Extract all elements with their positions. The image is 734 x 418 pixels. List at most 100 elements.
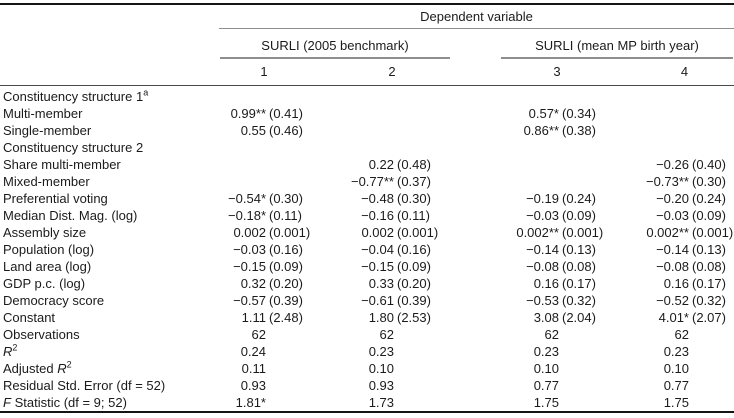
coefficient-value: 0.33 — [368, 276, 394, 291]
value-cell-col2: −0.48 (0.30) — [340, 190, 444, 207]
standard-error-value: (0.08) — [562, 259, 596, 274]
standard-error-value: (0.32) — [562, 293, 596, 308]
coefficient-value: −0.16 — [361, 208, 394, 223]
coefficient-value: 0.24 — [240, 344, 266, 359]
value-cell-col3 — [505, 173, 609, 190]
table-row: GDP p.c. (log) 0.32 (0.20) 0.33 (0.20) 0.16 (0… — [0, 275, 734, 292]
column-number-1: 1 — [260, 64, 268, 79]
standard-error-value: (0.13) — [562, 242, 596, 257]
standard-error-value — [269, 394, 316, 411]
standard-error-value: (0.11) — [397, 208, 430, 223]
coefficient-value: 0.93 — [240, 378, 266, 393]
coefficient-value: 62 — [674, 327, 689, 342]
coefficient-value: 0.86** — [523, 123, 559, 138]
standard-error-value: (0.38) — [562, 123, 596, 138]
value-cell-col2: 0.002 (0.001) — [340, 224, 444, 241]
value-cell-col3: 0.86** (0.38) — [505, 122, 609, 139]
coefficient-value: 0.32 — [240, 276, 266, 291]
coefficient-value: −0.54* — [228, 191, 266, 206]
column-number-4: 4 — [680, 64, 689, 79]
coefficient-value: 1.81* — [235, 395, 266, 410]
row-label: Observations — [0, 326, 212, 343]
value-cell-col1: 62 — [212, 326, 316, 343]
value-cell-col3 — [505, 139, 609, 156]
value-cell-col2 — [340, 122, 444, 139]
standard-error-value: (0.09) — [397, 259, 431, 274]
row-label: F Statistic (df = 9; 52) — [0, 394, 212, 411]
value-cell-col4: −0.26 (0.40) — [635, 156, 734, 173]
standard-error-value: (0.34) — [562, 106, 596, 121]
standard-error-value: (0.09) — [692, 208, 726, 223]
value-cell-col3: −0.53 (0.32) — [505, 292, 609, 309]
row-label: Mixed-member — [0, 173, 212, 190]
row-label: Population (log) — [0, 241, 212, 258]
standard-error-value: (0.16) — [269, 242, 303, 257]
coefficient-value: 3.08 — [533, 310, 559, 325]
table-row: Mixed-member −0.77** (0.37) −0.73** (0.30) — [0, 173, 734, 190]
value-cell-col2: 1.73 — [340, 394, 444, 411]
standard-error-value: (0.20) — [397, 276, 431, 291]
value-cell-col3: 62 — [505, 326, 609, 343]
value-cell-col2: 0.93 — [340, 377, 444, 394]
header-body-divider-rule — [0, 85, 734, 86]
standard-error-value — [397, 326, 444, 343]
value-cell-col2: −0.16 (0.11) — [340, 207, 444, 224]
value-cell-col4: 0.16 (0.17) — [635, 275, 734, 292]
footnote-marker: 2 — [12, 342, 18, 353]
coefficient-value: −0.04 — [361, 242, 394, 257]
value-cell-col3: 3.08 (2.04) — [505, 309, 609, 326]
row-label-text: Share multi-member — [3, 157, 121, 172]
table-row: Share multi-member 0.22 (0.48) −0.26 (0.40) — [0, 156, 734, 173]
coefficient-value: −0.03 — [656, 208, 689, 223]
coefficient-value: 0.16 — [533, 276, 559, 291]
row-label-text: Democracy score — [3, 293, 105, 308]
coefficient-value: 0.002 — [233, 225, 266, 240]
table-row: R2 0.24 0.23 0.23 0.23 — [0, 343, 734, 360]
value-cell-col4: −0.14 (0.13) — [635, 241, 734, 258]
column-number-row: 1 2 3 4 — [0, 59, 734, 80]
table-row: Single-member 0.55 (0.46) 0.86** (0.38) — [0, 122, 734, 139]
standard-error-value: (0.39) — [397, 293, 431, 308]
coefficient-value: −0.14 — [656, 242, 689, 257]
standard-error-value: (0.13) — [692, 242, 726, 257]
value-cell-col3: 0.002** (0.001) — [505, 224, 609, 241]
coefficient-value: −0.61 — [361, 293, 394, 308]
value-cell-col2 — [340, 88, 444, 105]
value-cell-col2: −0.15 (0.09) — [340, 258, 444, 275]
value-cell-col3 — [505, 156, 609, 173]
value-cell-col4 — [635, 139, 734, 156]
standard-error-value: (0.37) — [397, 174, 431, 189]
coefficient-value: 0.23 — [368, 344, 394, 359]
row-label-text: Single-member — [3, 123, 92, 138]
value-cell-col4: 0.23 — [635, 343, 734, 360]
value-cell-col2: 0.23 — [340, 343, 444, 360]
coefficient-value: −0.18* — [228, 208, 266, 223]
group-2-label: SURLI (mean MP birth year) — [535, 38, 699, 53]
row-label-text: Preferential voting — [3, 191, 108, 206]
row-label-text: R — [3, 344, 13, 359]
column-group-headers: SURLI (2005 benchmark) SURLI (mean MP bi… — [220, 29, 734, 59]
row-label: Constituency structure 1a — [0, 88, 212, 105]
coefficient-value: 0.57* — [528, 106, 559, 121]
standard-error-value: (0.32) — [692, 293, 726, 308]
value-cell-col3: 0.77 — [505, 377, 609, 394]
standard-error-value — [397, 360, 444, 377]
row-label: Assembly size — [0, 224, 212, 241]
value-cell-col3: 0.16 (0.17) — [505, 275, 609, 292]
value-cell-col4: −0.73** (0.30) — [635, 173, 734, 190]
standard-error-value: (0.30) — [397, 191, 431, 206]
table-row: Median Dist. Mag. (log) −0.18* (0.11) −0.16… — [0, 207, 734, 224]
coefficient-value: 0.16 — [663, 276, 689, 291]
row-label-text: Assembly size — [3, 225, 87, 240]
row-label-text: Residual Std. Error (df = 52) — [3, 378, 166, 393]
table-row: Adjusted R2 0.11 0.10 0.10 0.10 — [0, 360, 734, 377]
value-cell-col1: −0.57 (0.39) — [212, 292, 316, 309]
standard-error-value: (0.24) — [562, 191, 596, 206]
value-cell-col3: −0.14 (0.13) — [505, 241, 609, 258]
row-label-text: F — [3, 395, 11, 410]
value-cell-col1: −0.54* (0.30) — [212, 190, 316, 207]
value-cell-col1: 0.24 — [212, 343, 316, 360]
value-cell-col4: −0.52 (0.32) — [635, 292, 734, 309]
bottom-rule — [0, 411, 734, 413]
value-cell-col2: 0.22 (0.48) — [340, 156, 444, 173]
